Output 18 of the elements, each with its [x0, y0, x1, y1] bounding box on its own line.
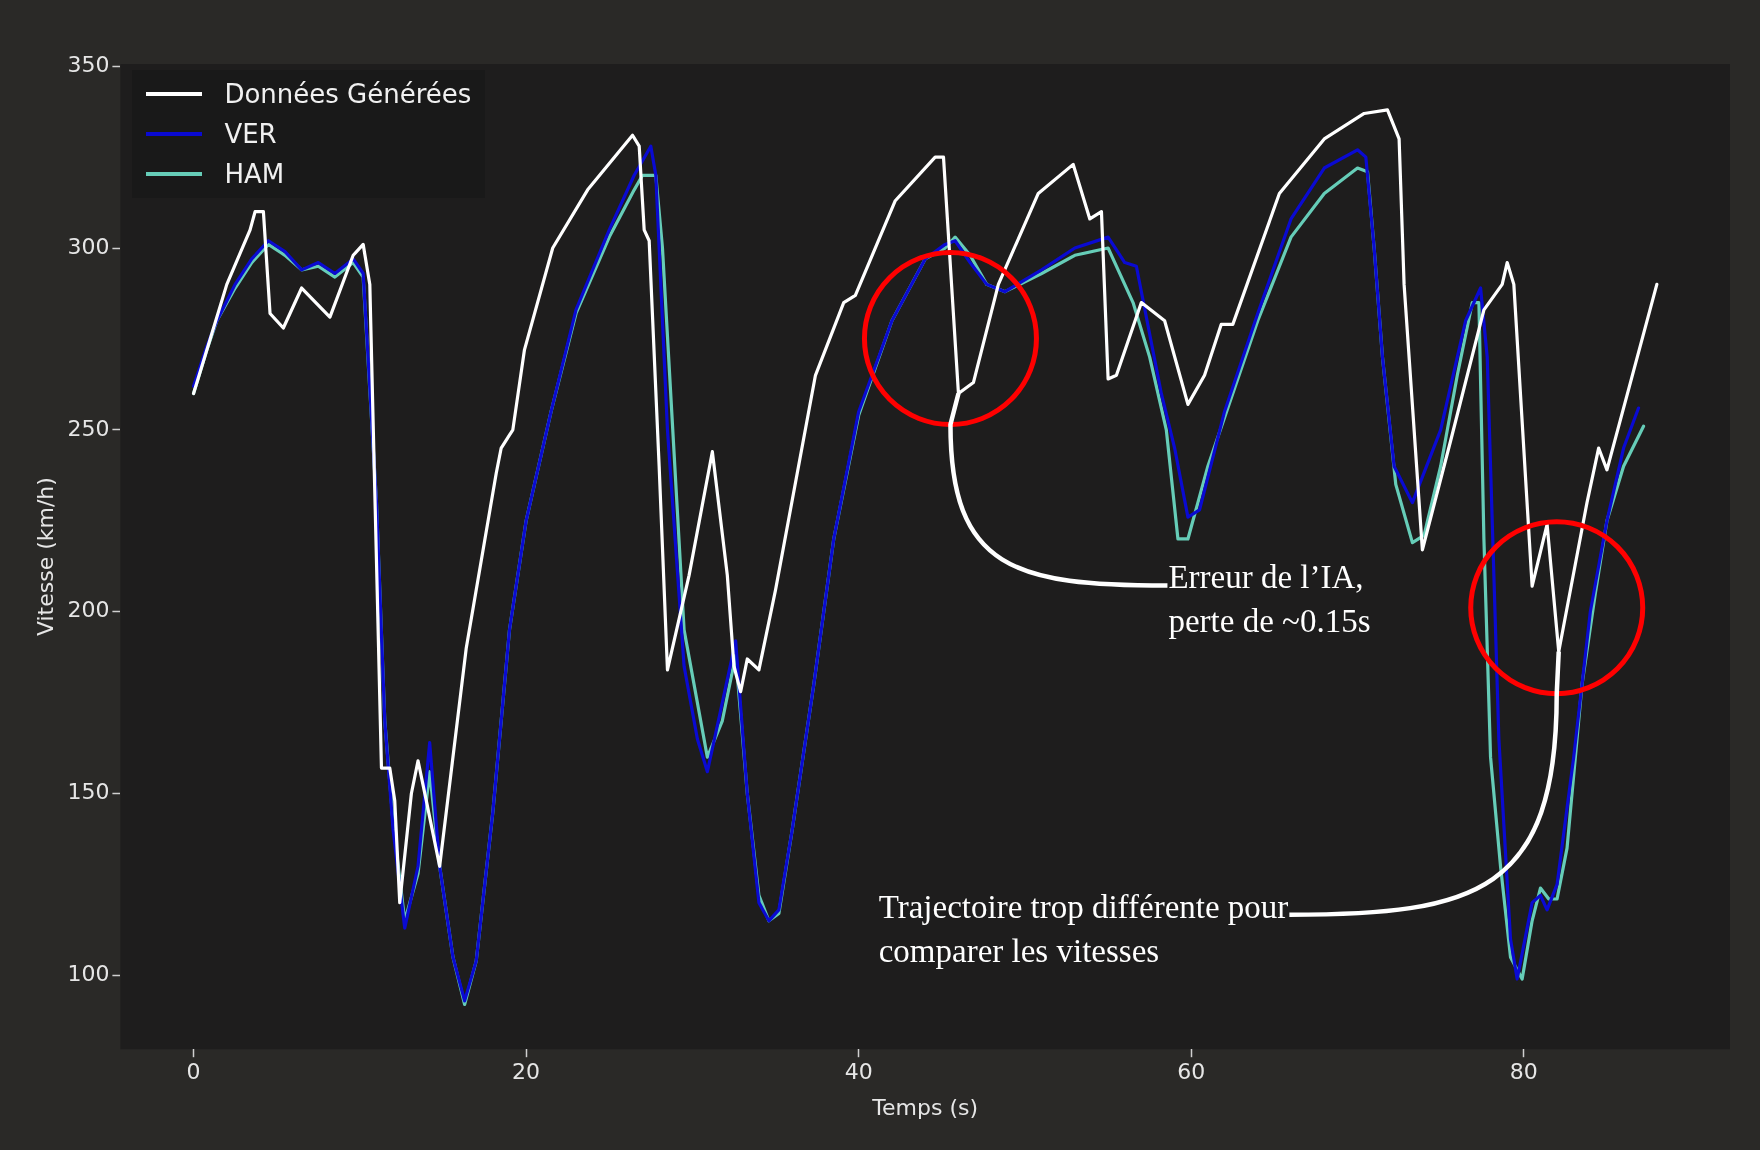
x-tick-label: 20 [512, 1059, 541, 1085]
y-tick-label: 300 [67, 233, 110, 259]
x-tick-label: 60 [1177, 1059, 1206, 1085]
legend-label: Données Générées [224, 79, 472, 109]
y-tick-label: 200 [67, 597, 110, 623]
x-axis-title: Temps (s) [871, 1094, 979, 1120]
annotation: Trajectoire trop différente pour comparer les vitesses [878, 888, 1289, 969]
legend-label: VER [224, 119, 277, 149]
annotation: Erreur de l’IA, perte de ~0.15s [1168, 559, 1371, 640]
y-axis-title: Vitesse (km/h) [32, 477, 58, 637]
legend-label: HAM [224, 159, 285, 189]
x-tick-label: 80 [1509, 1059, 1538, 1085]
x-tick-label: 40 [844, 1059, 873, 1085]
y-tick-label: 250 [67, 415, 110, 441]
x-tick-label: 0 [186, 1059, 201, 1085]
y-tick-label: 150 [67, 779, 110, 805]
y-tick-label: 350 [67, 51, 110, 77]
y-tick-label: 100 [67, 961, 110, 987]
